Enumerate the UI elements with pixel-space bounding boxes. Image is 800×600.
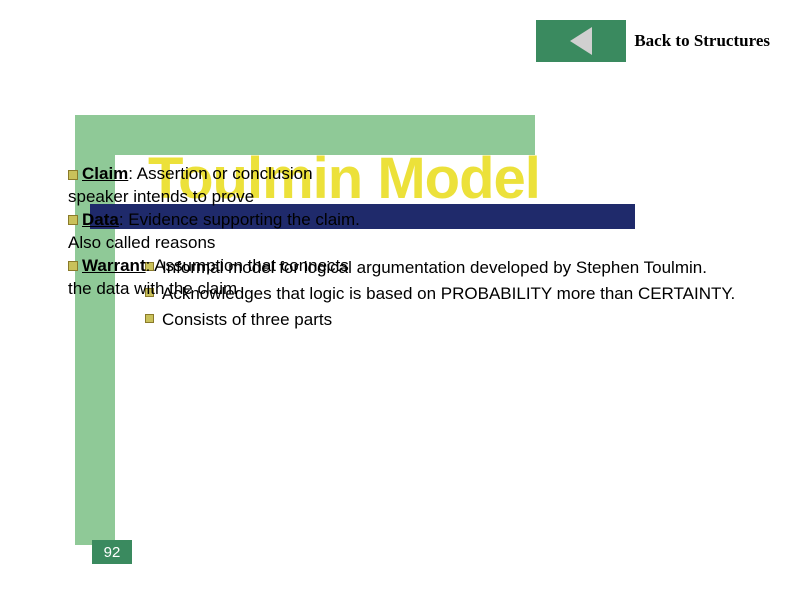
warrant-desc: : Assumption that connects [146,256,349,275]
bullet-icon [68,261,78,271]
data-desc-2: Also called reasons [68,233,215,252]
bullet-icon [145,314,154,323]
bullet-icon [68,215,78,225]
definition-claim: Claim: Assertion or conclusion speaker i… [68,163,360,209]
definition-data: Data: Evidence supporting the claim. Als… [68,209,360,255]
definitions-list: Claim: Assertion or conclusion speaker i… [68,163,360,301]
explain-item-3: Consists of three parts [145,308,745,332]
claim-desc-2: speaker intends to prove [68,187,254,206]
definition-warrant: Warrant: Assumption that connects the da… [68,255,360,301]
slide-number: 92 [92,540,132,564]
back-nav: Back to Structures [536,20,770,62]
term-data: Data [82,210,119,229]
term-claim: Claim [82,164,128,183]
back-button[interactable] [536,20,626,62]
warrant-desc-2: the data with the claim [68,279,237,298]
term-warrant: Warrant [82,256,146,275]
explain-text-3: Consists of three parts [162,308,332,332]
back-label[interactable]: Back to Structures [634,31,770,51]
back-arrow-icon [570,27,592,55]
bullet-icon [68,170,78,180]
data-desc: : Evidence supporting the claim. [119,210,360,229]
claim-desc: : Assertion or conclusion [128,164,312,183]
